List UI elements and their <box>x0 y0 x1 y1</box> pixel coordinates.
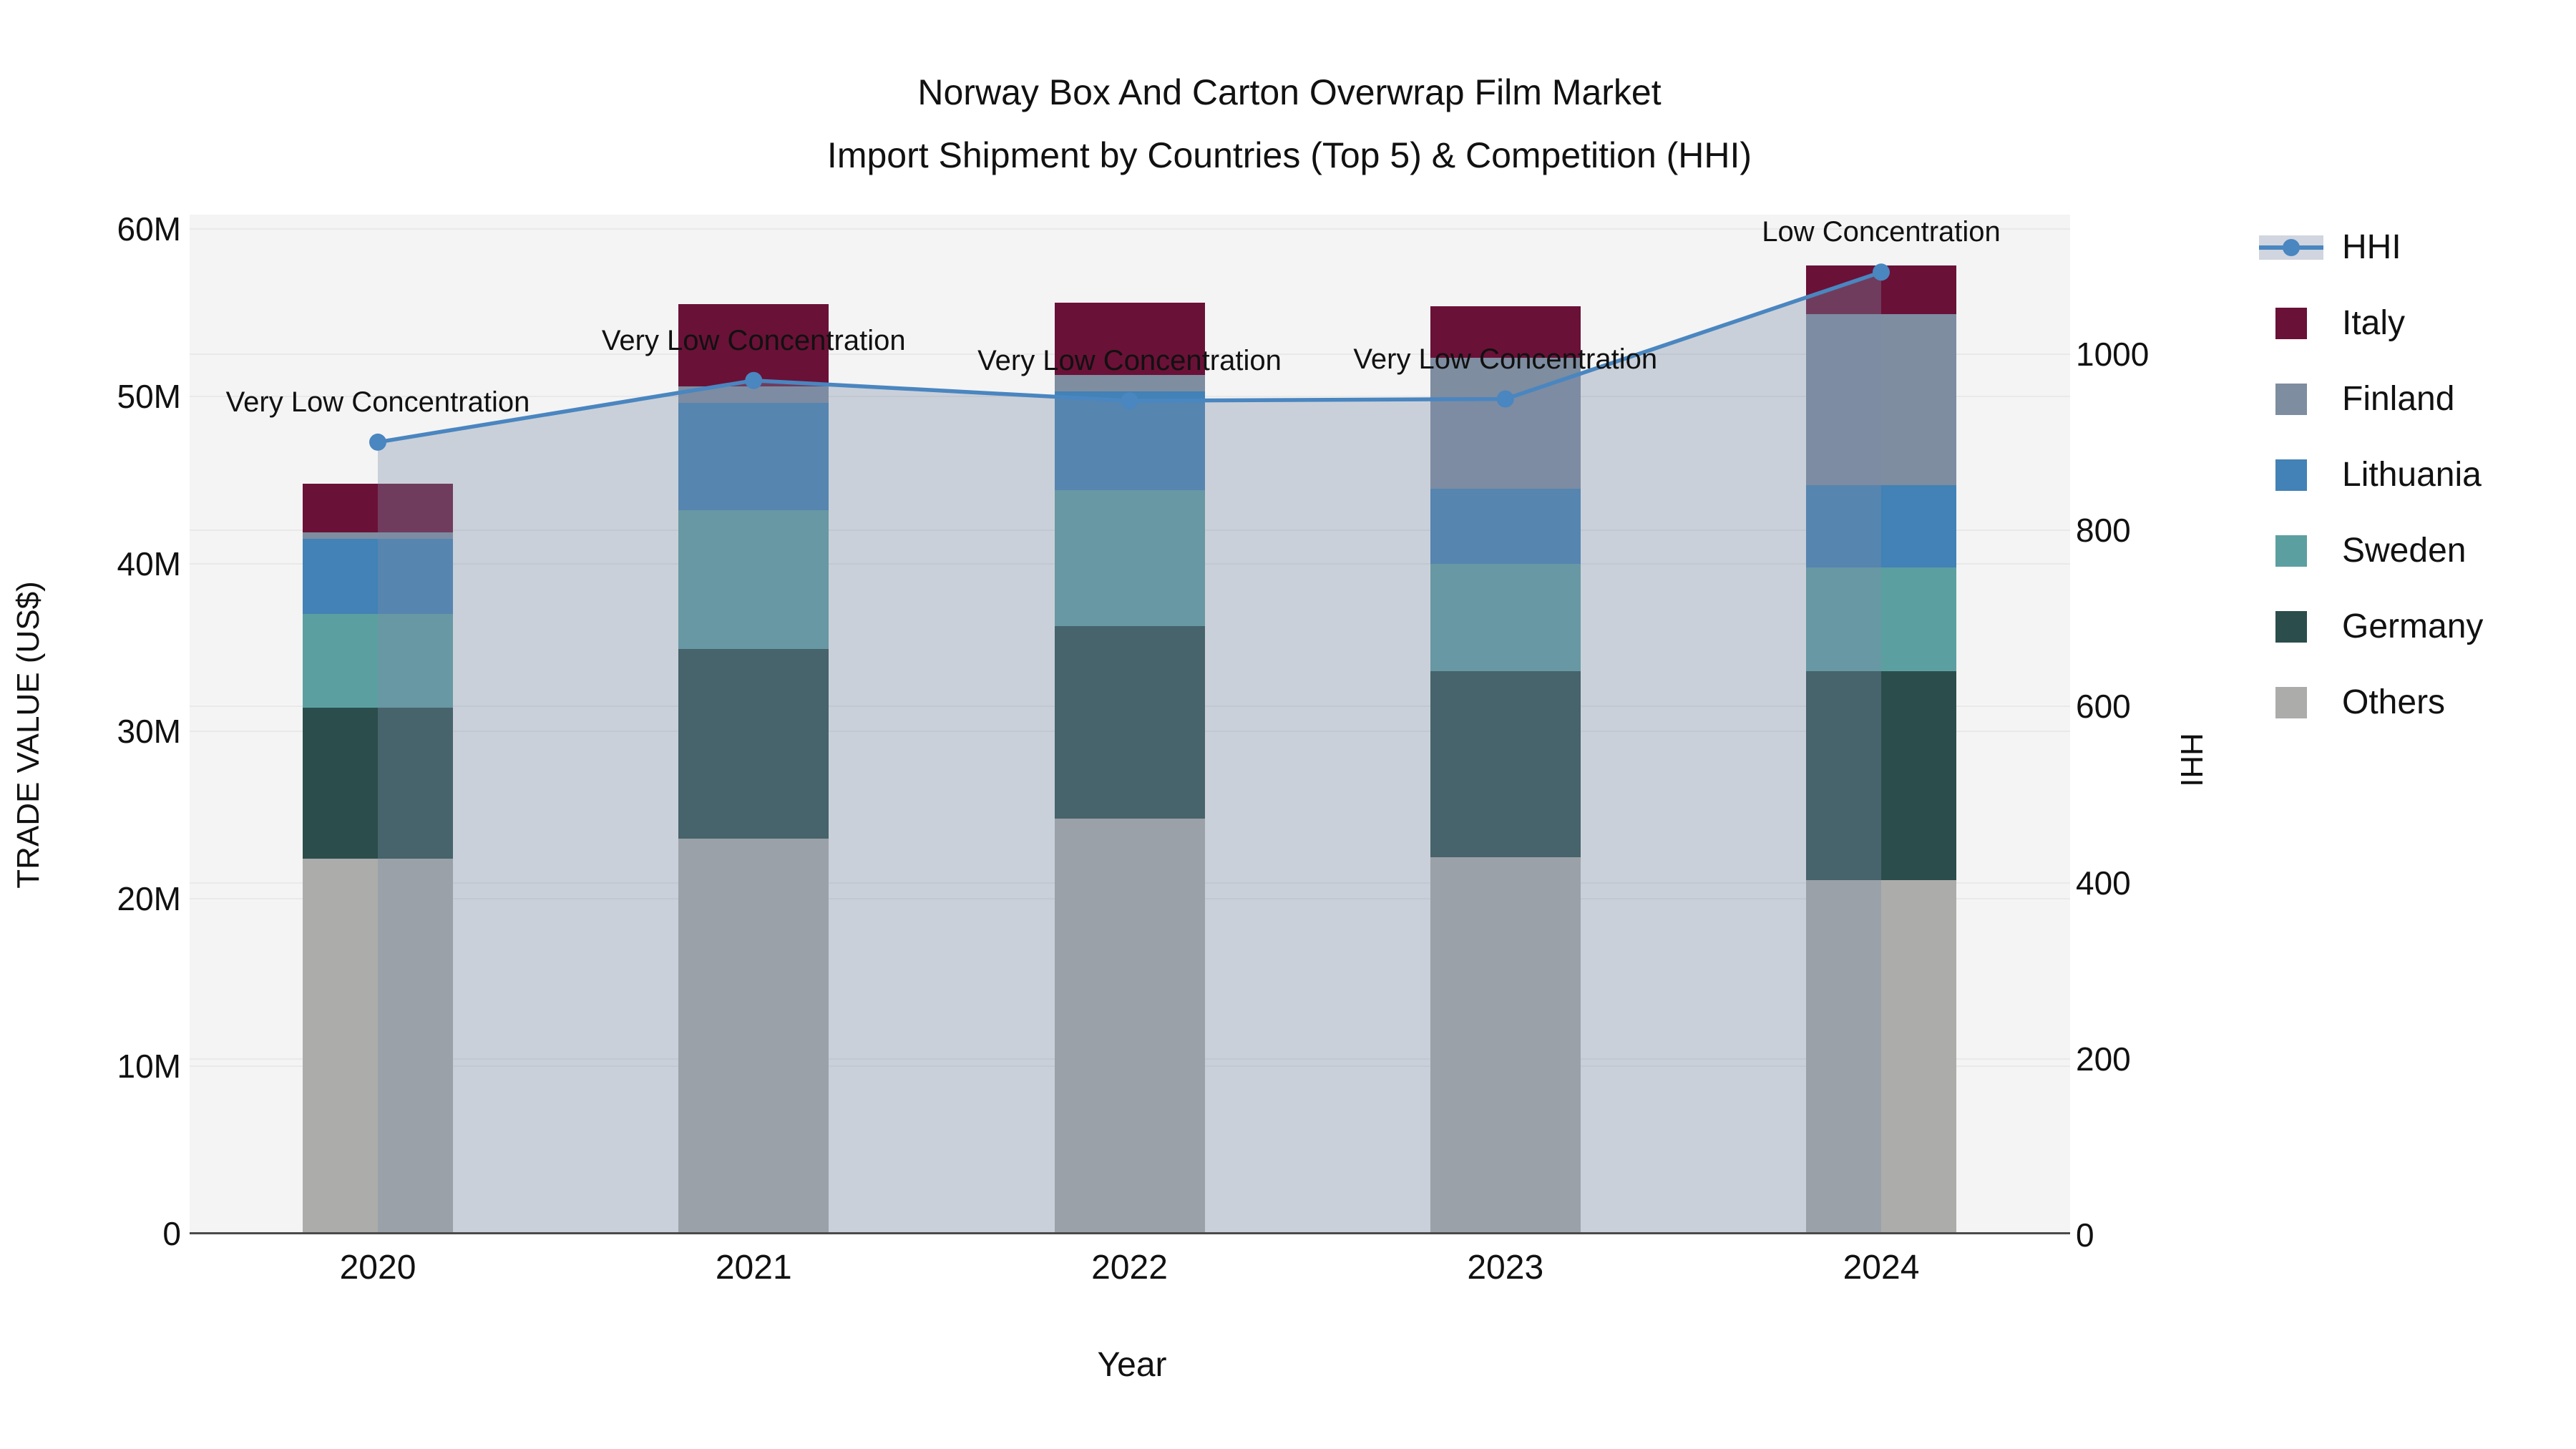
bar-segment-sweden-2020 <box>303 614 453 708</box>
chart-title-line-2: Import Shipment by Countries (Top 5) & C… <box>826 135 1752 175</box>
bar-segment-finland-2021 <box>678 386 829 404</box>
gridline-left-axis <box>190 228 2070 230</box>
bar-segment-finland-2020 <box>303 532 453 539</box>
bar-segment-germany-2023 <box>1430 670 1581 857</box>
bar-segment-germany-2024 <box>1806 670 1956 881</box>
bar-segment-sweden-2022 <box>1054 490 1205 626</box>
hhi-dot-swatch <box>2283 238 2300 256</box>
legend-swatch-sweden <box>2259 535 2323 567</box>
bar-segment-sweden-2021 <box>678 510 829 650</box>
y-right-tick-0: 0 <box>2076 1216 2094 1254</box>
legend-swatch-hhi <box>2259 232 2323 263</box>
legend-label-finland: Finland <box>2342 380 2455 418</box>
legend-item-sweden[interactable]: Sweden <box>2259 531 2483 570</box>
annotation-2023: Very Low Concentration <box>1353 343 1658 375</box>
x-tick-2024: 2024 <box>1843 1249 1920 1287</box>
legend: HHI Italy Finland Lithuania Sweden Germany Oth… <box>2259 228 2483 722</box>
y-left-tick-10M: 10M <box>117 1048 181 1085</box>
y-axis-title-right: HHI <box>2174 733 2209 787</box>
bar-segment-lithuania-2020 <box>303 538 453 615</box>
legend-item-germany[interactable]: Germany <box>2259 607 2483 646</box>
y-right-tick-800: 800 <box>2076 512 2131 550</box>
hhi-marker-2020 <box>369 433 386 451</box>
y-right-tick-1000: 1000 <box>2076 335 2150 373</box>
annotation-2024: Low Concentration <box>1762 216 2001 248</box>
x-tick-2022: 2022 <box>1091 1249 1168 1287</box>
annotation-2021: Very Low Concentration <box>601 324 906 356</box>
bar-segment-others-2022 <box>1054 818 1205 1234</box>
x-axis-title: Year <box>1097 1346 1167 1384</box>
legend-swatch-finland <box>2259 383 2323 415</box>
legend-color-square-germany <box>2275 610 2307 643</box>
bar-segment-others-2023 <box>1430 857 1581 1234</box>
bar-segment-others-2020 <box>303 858 453 1234</box>
legend-color-square-finland <box>2275 383 2307 415</box>
y-right-tick-400: 400 <box>2076 864 2131 902</box>
x-axis-baseline <box>190 1232 2070 1234</box>
y-right-tick-600: 600 <box>2076 688 2131 726</box>
bar-segment-germany-2020 <box>303 708 453 859</box>
plot-area: Very Low Concentration Very Low Concentra… <box>190 215 2070 1234</box>
legend-label-italy: Italy <box>2342 304 2406 342</box>
x-tick-2020: 2020 <box>339 1249 416 1287</box>
legend-item-finland[interactable]: Finland <box>2259 379 2483 419</box>
legend-label-germany: Germany <box>2342 608 2484 645</box>
bar-segment-lithuania-2024 <box>1806 485 1956 567</box>
bar-segment-finland-2024 <box>1806 314 1956 486</box>
bar-segment-finland-2022 <box>1054 374 1205 391</box>
legend-color-square-sweden <box>2275 535 2307 567</box>
legend-item-italy[interactable]: Italy <box>2259 303 2483 343</box>
legend-swatch-lithuania <box>2259 459 2323 491</box>
annotation-2020: Very Low Concentration <box>225 386 530 418</box>
legend-label-sweden: Sweden <box>2342 532 2467 570</box>
bar-segment-sweden-2023 <box>1430 564 1581 671</box>
legend-swatch-germany <box>2259 610 2323 643</box>
y-right-tick-200: 200 <box>2076 1040 2131 1078</box>
legend-swatch-others <box>2259 686 2323 718</box>
bar-segment-finland-2023 <box>1430 358 1581 489</box>
legend-item-lithuania[interactable]: Lithuania <box>2259 455 2483 494</box>
x-tick-2021: 2021 <box>715 1249 792 1287</box>
chart-title-line-1: Norway Box And Carton Overwrap Film Mark… <box>917 72 1662 112</box>
legend-color-square-lithuania <box>2275 459 2307 491</box>
legend-item-hhi[interactable]: HHI <box>2259 228 2483 267</box>
bar-segment-italy-2020 <box>303 483 453 532</box>
bar-segment-lithuania-2022 <box>1054 391 1205 491</box>
legend-color-square-others <box>2275 686 2307 718</box>
bar-segment-others-2021 <box>678 838 829 1234</box>
bar-segment-lithuania-2021 <box>678 403 829 511</box>
legend-label-hhi: HHI <box>2342 228 2401 266</box>
legend-swatch-italy <box>2259 307 2323 339</box>
y-left-tick-0: 0 <box>162 1215 181 1252</box>
bar-segment-germany-2022 <box>1054 625 1205 819</box>
bar-segment-lithuania-2023 <box>1430 488 1581 564</box>
legend-label-lithuania: Lithuania <box>2342 456 2482 494</box>
x-tick-2023: 2023 <box>1467 1249 1544 1287</box>
y-left-tick-20M: 20M <box>117 880 181 917</box>
legend-item-others[interactable]: Others <box>2259 683 2483 722</box>
y-left-tick-60M: 60M <box>117 210 181 248</box>
bar-segment-italy-2024 <box>1806 265 1956 315</box>
bar-segment-germany-2021 <box>678 649 829 839</box>
bar-segment-others-2024 <box>1806 880 1956 1234</box>
legend-color-square-italy <box>2275 307 2307 339</box>
bar-segment-sweden-2024 <box>1806 567 1956 671</box>
legend-label-others: Others <box>2342 683 2446 721</box>
annotation-2022: Very Low Concentration <box>977 345 1282 377</box>
y-left-tick-50M: 50M <box>117 378 181 415</box>
y-left-tick-40M: 40M <box>117 545 181 582</box>
y-left-tick-30M: 30M <box>117 713 181 750</box>
